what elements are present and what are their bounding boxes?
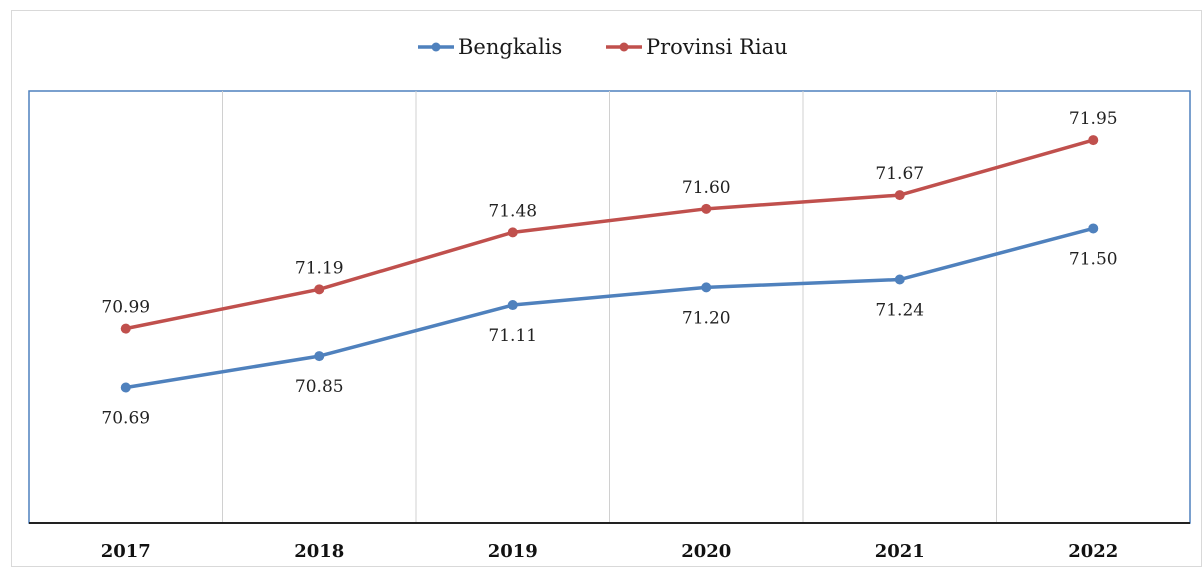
data-point-bengkalis xyxy=(701,282,712,293)
legend-item-bengkalis: Bengkalis xyxy=(418,35,562,59)
series-provinsi-riau xyxy=(120,135,1099,334)
series-line-provinsi-riau xyxy=(124,138,1095,331)
legend-item-provinsi-riau: Provinsi Riau xyxy=(606,35,788,59)
data-label-bengkalis: 71.20 xyxy=(682,308,731,328)
data-point-bengkalis xyxy=(1088,223,1099,234)
legend-marker-bengkalis xyxy=(431,42,441,52)
legend: Bengkalis Provinsi Riau xyxy=(418,35,788,59)
data-label-bengkalis: 71.11 xyxy=(488,326,537,346)
data-point-bengkalis xyxy=(507,300,518,311)
legend-label-bengkalis: Bengkalis xyxy=(458,35,562,59)
data-point-provinsi-riau xyxy=(1088,135,1099,146)
data-label-bengkalis: 70.85 xyxy=(295,377,344,397)
data-label-bengkalis: 71.24 xyxy=(875,301,924,321)
legend-marker-provinsi-riau xyxy=(619,42,629,52)
legend-label-provinsi-riau: Provinsi Riau xyxy=(646,35,788,59)
data-label-provinsi-riau: 71.48 xyxy=(488,201,537,221)
x-axis-tick-labels: 2017 2018 2019 2020 2021 2022 xyxy=(101,541,1119,562)
data-point-provinsi-riau xyxy=(507,227,518,238)
data-point-bengkalis xyxy=(120,382,131,393)
x-tick-label: 2017 xyxy=(101,541,151,562)
x-tick-label: 2022 xyxy=(1068,541,1118,562)
series-bengkalis xyxy=(120,223,1099,393)
data-label-bengkalis: 71.50 xyxy=(1069,249,1118,269)
data-label-provinsi-riau: 71.67 xyxy=(875,164,924,184)
data-label-provinsi-riau: 71.19 xyxy=(295,258,344,278)
series-line-bengkalis xyxy=(124,226,1095,390)
data-labels: 70.69 70.85 71.11 71.20 71.24 71.50 70.99 71.19… xyxy=(101,109,1117,428)
data-point-bengkalis xyxy=(314,351,325,362)
data-point-provinsi-riau xyxy=(701,203,712,214)
data-label-provinsi-riau: 70.99 xyxy=(101,298,150,318)
data-label-bengkalis: 70.69 xyxy=(101,409,150,429)
data-label-provinsi-riau: 71.95 xyxy=(1069,109,1118,129)
series-layer xyxy=(120,135,1099,393)
gridlines xyxy=(222,91,997,523)
x-tick-label: 2021 xyxy=(875,541,925,562)
data-point-provinsi-riau xyxy=(314,284,325,295)
x-tick-label: 2019 xyxy=(488,541,538,562)
data-point-bengkalis xyxy=(894,274,905,285)
data-point-provinsi-riau xyxy=(894,190,905,201)
x-tick-label: 2018 xyxy=(294,541,344,562)
data-label-provinsi-riau: 71.60 xyxy=(682,178,731,198)
x-tick-label: 2020 xyxy=(681,541,731,562)
data-point-provinsi-riau xyxy=(120,323,131,334)
